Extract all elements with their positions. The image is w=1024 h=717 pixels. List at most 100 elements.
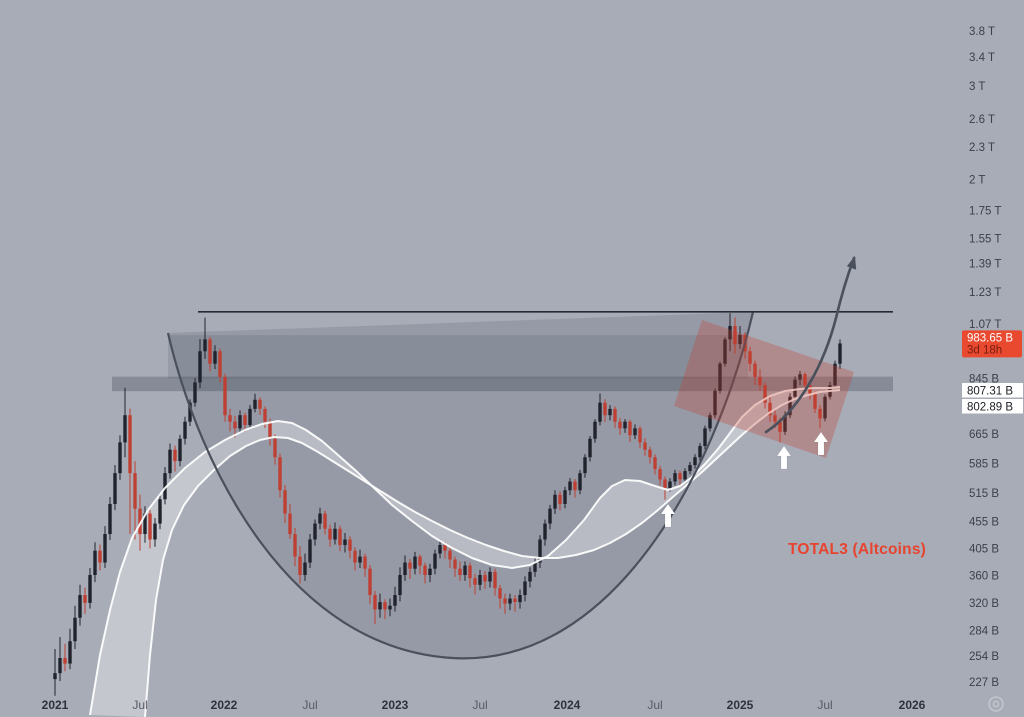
- candle-body: [123, 415, 127, 443]
- x-axis-label: 2021: [42, 698, 69, 712]
- ma-value-text: 807.31 B: [967, 386, 1013, 398]
- y-axis-label: 1.39 T: [969, 259, 1001, 271]
- support-band[interactable]: [112, 376, 893, 392]
- projection-arrow[interactable]: [764, 256, 856, 434]
- settings-icon[interactable]: [988, 696, 1004, 712]
- y-axis-label: 3.4 T: [969, 52, 995, 64]
- candle-body: [763, 385, 767, 403]
- candle-body: [278, 457, 282, 491]
- y-axis-label: 3.8 T: [969, 26, 995, 38]
- candle-body: [488, 571, 492, 582]
- current-price-badge: [962, 330, 1022, 358]
- candle-body: [73, 617, 77, 642]
- candle-body: [658, 469, 662, 480]
- candle-body: [168, 449, 172, 474]
- candle-body: [148, 513, 152, 540]
- candle-body: [373, 595, 377, 610]
- candle-body: [263, 408, 267, 422]
- candle-body: [193, 382, 197, 403]
- countdown-label: 3d 18h: [967, 344, 1002, 356]
- candle-body: [153, 523, 157, 540]
- y-axis-label: 254 B: [969, 651, 999, 663]
- candle-body: [768, 402, 772, 416]
- candle-body: [88, 574, 92, 603]
- candle-body: [118, 442, 122, 474]
- y-axis-label: 1.75 T: [969, 205, 1001, 217]
- up-arrow-marker[interactable]: [776, 445, 792, 470]
- candle-body: [518, 595, 522, 603]
- candle-body: [58, 658, 62, 674]
- candle-body: [353, 550, 357, 563]
- candle-body: [673, 473, 677, 482]
- up-arrow-marker[interactable]: [813, 431, 829, 456]
- candle-body: [343, 539, 347, 546]
- candle-body: [133, 473, 137, 509]
- candle-body: [833, 363, 837, 386]
- candle-body: [838, 343, 842, 364]
- candle-body: [273, 438, 277, 458]
- candle-body: [633, 428, 637, 436]
- candle-body: [793, 379, 797, 397]
- candle-body: [453, 559, 457, 569]
- bull-flag-drawing[interactable]: [674, 320, 854, 458]
- candle-body: [348, 539, 352, 551]
- price-axis[interactable]: 3.8 T 3.4 T 3 T 2.6 T 2.3 T 2 T 1.75 T 1.55 T 1.…: [969, 26, 1001, 689]
- candle-body: [413, 556, 417, 569]
- candle-body: [698, 445, 702, 458]
- cup-and-handle-fill[interactable]: [168, 312, 753, 659]
- candle-body: [598, 402, 602, 422]
- candle-body: [173, 449, 177, 462]
- cup-and-handle-drawing[interactable]: [166, 311, 755, 660]
- candle-body: [333, 528, 337, 540]
- supply-zone[interactable]: [168, 335, 748, 379]
- candle-body: [468, 565, 472, 579]
- candle-body: [808, 385, 812, 394]
- candles-layer: [53, 313, 842, 696]
- y-axis-label: 1.55 T: [969, 233, 1001, 245]
- candle-body: [143, 513, 147, 535]
- candle-body: [408, 562, 412, 569]
- candle-body: [623, 421, 627, 429]
- candle-body: [478, 574, 482, 585]
- y-axis-label: 284 B: [969, 625, 999, 637]
- x-axis-label: 2025: [727, 698, 754, 712]
- y-axis-label: 360 B: [969, 571, 999, 583]
- candle-body: [503, 598, 507, 604]
- candle-body: [553, 494, 557, 509]
- candle-body: [778, 421, 782, 432]
- candle-body: [463, 565, 467, 575]
- ma-value-text: 802.89 B: [967, 402, 1013, 414]
- y-axis-label: 2 T: [969, 175, 985, 187]
- symbol-label[interactable]: TOTAL3 (Altcoins): [788, 541, 926, 558]
- time-axis[interactable]: 2021 Jul 2022 Jul 2023 Jul 2024 Jul 2025 Jul 2026: [42, 698, 926, 712]
- candle-body: [328, 528, 332, 540]
- ma-value-badge: [962, 399, 1023, 414]
- candle-body: [163, 473, 167, 500]
- candle-body: [543, 523, 547, 540]
- candle-body: [628, 421, 632, 436]
- candle-body: [473, 578, 477, 585]
- candle-body: [363, 556, 367, 569]
- up-arrow-marker[interactable]: [660, 503, 676, 528]
- candle-body: [528, 571, 532, 582]
- candle-body: [583, 457, 587, 474]
- candle-body: [213, 351, 217, 364]
- x-axis-label: Jul: [647, 698, 662, 712]
- candle-body: [53, 673, 57, 680]
- candle-body: [588, 438, 592, 458]
- candle-body: [573, 481, 577, 491]
- candle-body: [783, 415, 787, 432]
- candle-body: [773, 415, 777, 422]
- ma-value-badge: [962, 383, 1023, 398]
- candle-body: [653, 457, 657, 470]
- candle-body: [433, 553, 437, 569]
- candle-body: [208, 339, 212, 364]
- candle-body: [548, 508, 552, 524]
- candle-body: [593, 421, 597, 439]
- candle-body: [508, 598, 512, 604]
- candle-body: [253, 399, 257, 409]
- candle-body: [78, 595, 82, 618]
- x-axis-label: 2023: [382, 698, 409, 712]
